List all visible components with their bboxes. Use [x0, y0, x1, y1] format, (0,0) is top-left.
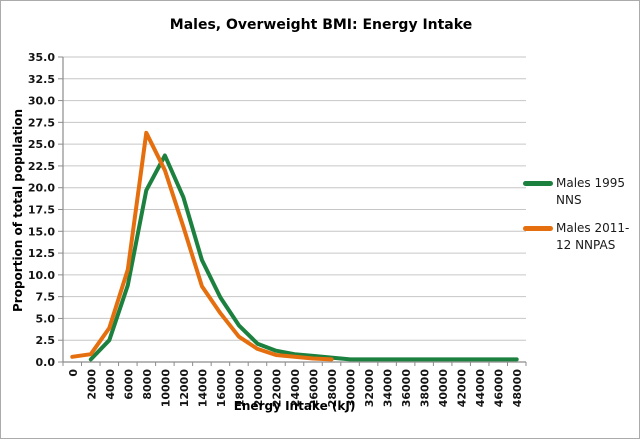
y-tick-label: 12.5 — [28, 247, 55, 260]
x-tick-label: 18000 — [233, 369, 246, 408]
y-tick-label: 17.5 — [28, 204, 55, 217]
x-tick-label: 32000 — [363, 369, 376, 408]
legend-label: Males 2011-12 NNPAS — [556, 221, 630, 252]
x-tick-label: 38000 — [419, 369, 432, 408]
y-tick-label: 10.0 — [28, 269, 55, 282]
x-tick-label: 12000 — [178, 369, 191, 408]
legend-label: Males 1995 NNS — [556, 176, 626, 207]
x-tick-label: 30000 — [345, 369, 358, 408]
x-tick-label: 4000 — [104, 369, 117, 400]
legend-swatch — [523, 181, 553, 186]
x-tick-label: 22000 — [270, 369, 283, 408]
legend-swatch — [523, 226, 553, 231]
x-tick-label: 48000 — [511, 369, 524, 408]
y-tick-label: 25.0 — [28, 138, 55, 151]
y-tick-label: 2.5 — [36, 334, 56, 347]
x-tick-label: 42000 — [456, 369, 469, 408]
y-tick-label: 0.0 — [36, 356, 56, 369]
y-tick-label: 27.5 — [28, 116, 55, 129]
chart-title: Males, Overweight BMI: Energy Intake — [169, 17, 473, 33]
x-tick-label: 10000 — [159, 369, 172, 408]
y-tick-label: 7.5 — [36, 291, 56, 304]
y-tick-label: 30.0 — [28, 95, 55, 108]
legend: Males 1995 NNS Males 2011-12 NNPAS — [523, 175, 639, 265]
x-tick-label: 24000 — [289, 369, 302, 408]
y-tick-label: 15.0 — [28, 225, 55, 238]
legend-item: Males 2011-12 NNPAS — [523, 220, 639, 254]
x-tick-label: 34000 — [382, 369, 395, 408]
series-line-males-1995-nns — [88, 153, 519, 362]
x-tick-label: 6000 — [122, 369, 135, 400]
x-tick-label: 0 — [67, 369, 80, 377]
x-tick-label: 40000 — [437, 369, 450, 408]
x-tick-label: 8000 — [141, 369, 154, 400]
y-axis-title: Proportion of total population — [11, 108, 25, 312]
x-axis-title: Energy Intake (kJ) — [233, 399, 356, 413]
y-tick-label: 32.5 — [28, 73, 55, 86]
y-tick-label: 5.0 — [36, 312, 56, 325]
y-tick-label: 20.0 — [28, 182, 55, 195]
y-tick-label: 35.0 — [28, 51, 55, 64]
series-line-males-2011-12-nnpas — [70, 130, 334, 362]
x-tick-label: 46000 — [493, 369, 506, 408]
x-tick-label: 28000 — [326, 369, 339, 408]
y-tick-label: 22.5 — [28, 160, 55, 173]
x-tick-label: 14000 — [196, 369, 209, 408]
x-tick-label: 20000 — [252, 369, 265, 408]
x-tick-label: 26000 — [308, 369, 321, 408]
x-tick-label: 44000 — [474, 369, 487, 408]
legend-item: Males 1995 NNS — [523, 175, 639, 209]
x-tick-label: 2000 — [85, 369, 98, 400]
x-tick-label: 16000 — [215, 369, 228, 408]
x-tick-label: 36000 — [400, 369, 413, 408]
